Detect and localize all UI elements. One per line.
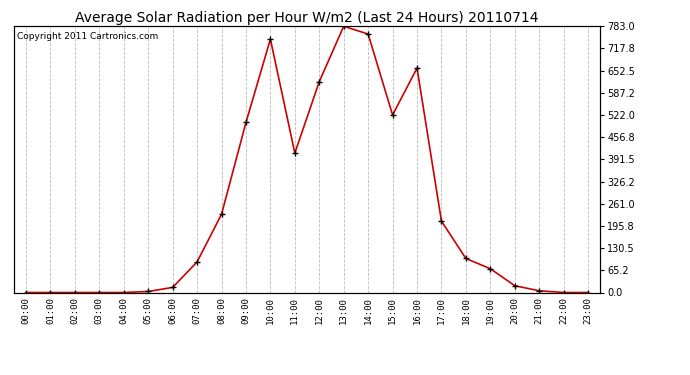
Title: Average Solar Radiation per Hour W/m2 (Last 24 Hours) 20110714: Average Solar Radiation per Hour W/m2 (L… — [75, 11, 539, 25]
Text: Copyright 2011 Cartronics.com: Copyright 2011 Cartronics.com — [17, 32, 158, 40]
